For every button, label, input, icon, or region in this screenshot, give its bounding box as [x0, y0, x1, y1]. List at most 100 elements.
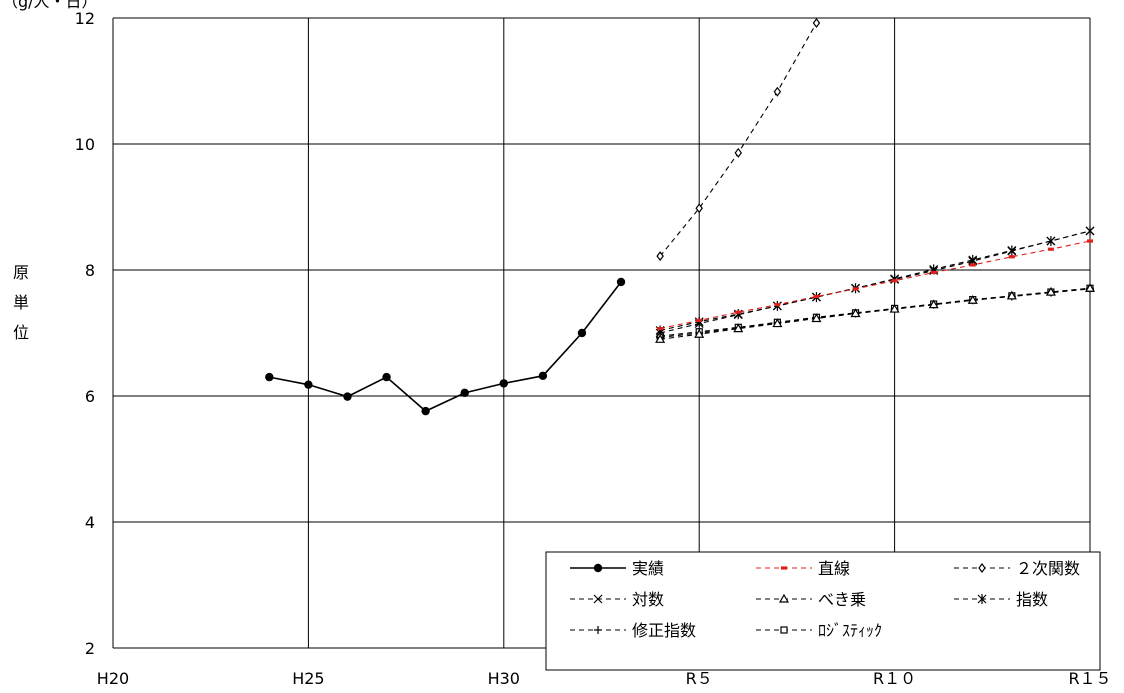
- y-tick-labels: 2 4 6 8 10 12: [75, 9, 95, 658]
- data-point-marker: [1046, 236, 1056, 247]
- y-axis-label-char: 原: [13, 263, 29, 282]
- data-point-marker: [1045, 286, 1056, 296]
- data-point-marker: [780, 626, 788, 634]
- legend-item-power: べき乗: [756, 590, 866, 609]
- data-point-marker: [850, 308, 861, 318]
- legend-label: ２次関数: [1016, 559, 1080, 578]
- y-tick-label: 4: [85, 513, 95, 532]
- series-linear: [657, 239, 1093, 331]
- y-tick-label: 12: [75, 9, 95, 28]
- y-axis-label-char: 位: [13, 323, 29, 342]
- x-tick-label: R５: [686, 669, 713, 688]
- data-point-marker: [616, 277, 626, 287]
- data-point-marker: [852, 287, 859, 291]
- y-tick-label: 8: [85, 261, 95, 280]
- data-point-marker: [593, 563, 603, 573]
- legend-label: 実績: [632, 559, 664, 578]
- data-point-marker: [1087, 239, 1093, 243]
- data-point-marker: [773, 86, 782, 97]
- legend-item-modified_exp: 修正指数: [570, 621, 696, 640]
- x-tick-label: H20: [97, 669, 129, 688]
- data-point-marker: [734, 147, 743, 158]
- data-point-marker: [657, 326, 664, 331]
- series-line: [659, 230, 1091, 334]
- data-point-marker: [594, 626, 602, 634]
- data-point-marker: [421, 406, 430, 416]
- data-point-marker: [968, 254, 978, 265]
- data-point-marker: [969, 263, 976, 267]
- data-point-marker: [733, 323, 744, 333]
- data-point-marker: [930, 270, 937, 275]
- series-line: [660, 287, 1091, 340]
- data-point-marker: [265, 372, 274, 382]
- y-axis-label-char: 単: [13, 293, 29, 312]
- data-point-marker: [343, 392, 352, 401]
- data-point-marker: [891, 279, 898, 283]
- legend-label: 修正指数: [632, 621, 696, 640]
- legend-item-exponential: 指数: [954, 590, 1048, 609]
- series-power: [655, 283, 1096, 343]
- series-layer: [265, 18, 1096, 416]
- legend-box: [545, 551, 1101, 671]
- data-point-marker: [577, 328, 587, 338]
- series-modified_exp: [656, 284, 1094, 342]
- x-tick-label: R１０: [873, 669, 916, 688]
- legend-item-log: 対数: [570, 590, 664, 609]
- data-point-marker: [538, 371, 548, 381]
- legend-label: 指数: [1016, 590, 1048, 609]
- data-point-marker: [811, 313, 822, 323]
- x-tick-label: R１５: [1068, 669, 1111, 688]
- series-quadratic: [656, 18, 821, 262]
- legend-label: ﾛｼﾞｽﾃｨｯｸ: [818, 621, 882, 640]
- data-point-marker: [781, 566, 787, 570]
- series-line: [269, 281, 622, 413]
- x-tick-label: H30: [488, 669, 520, 688]
- data-point-marker: [1007, 245, 1017, 256]
- x-tick-label: H25: [292, 669, 324, 688]
- data-point-marker: [1084, 283, 1096, 292]
- data-point-marker: [928, 299, 939, 309]
- series-exponential: [655, 225, 1095, 336]
- series-log: [655, 226, 1095, 338]
- data-point-marker: [978, 563, 986, 573]
- series-line: [660, 287, 1091, 337]
- y-axis-label: 原単位: [13, 263, 29, 342]
- legend-label: べき乗: [818, 590, 866, 609]
- x-tick-labels: H20 H25 H30 R５ R１０ R１５: [97, 669, 1112, 688]
- data-point-marker: [696, 318, 703, 322]
- legend-item-linear: 直線: [756, 559, 850, 578]
- data-point-marker: [656, 251, 664, 262]
- data-point-marker: [772, 318, 783, 328]
- data-point-marker: [977, 594, 987, 604]
- legend-label: 直線: [818, 559, 850, 578]
- series-actual: [265, 277, 626, 416]
- data-point-marker: [813, 294, 820, 299]
- data-point-marker: [694, 329, 705, 338]
- data-point-marker: [382, 372, 391, 382]
- data-point-marker: [1008, 255, 1015, 259]
- data-point-marker: [735, 310, 742, 314]
- data-point-marker: [812, 18, 821, 29]
- data-point-marker: [593, 594, 603, 604]
- data-point-marker: [778, 593, 790, 603]
- series-line: [659, 230, 1091, 332]
- series-line: [660, 240, 1091, 330]
- data-point-marker: [774, 303, 781, 307]
- series-logistic: [656, 284, 1094, 340]
- data-point-marker: [1047, 247, 1054, 251]
- data-point-marker: [889, 303, 900, 313]
- y-unit-label: （g/人・日）: [2, 0, 98, 11]
- data-point-marker: [499, 379, 508, 388]
- y-tick-label: 2: [85, 639, 95, 658]
- data-point-marker: [460, 388, 469, 398]
- legend-item-logistic: ﾛｼﾞｽﾃｨｯｸ: [756, 621, 882, 640]
- data-point-marker: [655, 334, 666, 343]
- data-point-marker: [1006, 290, 1017, 300]
- legend-item-quadratic: ２次関数: [954, 559, 1080, 578]
- legend-item-actual: 実績: [570, 559, 664, 578]
- y-tick-label: 10: [75, 135, 95, 154]
- legend-label: 対数: [632, 590, 664, 609]
- y-tick-label: 6: [85, 387, 95, 406]
